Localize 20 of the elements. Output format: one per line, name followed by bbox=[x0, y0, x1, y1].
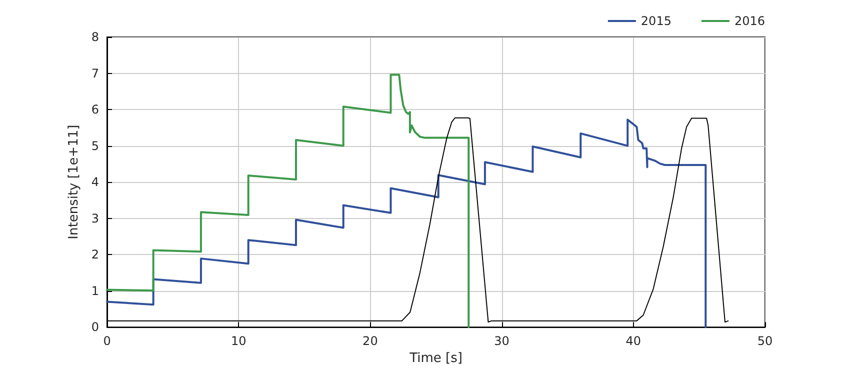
x-axis-title: Time [s] bbox=[408, 351, 462, 366]
y-tick-label: 4 bbox=[91, 175, 99, 190]
legend-label: 2015 bbox=[640, 14, 672, 28]
y-tick-label: 5 bbox=[91, 138, 99, 153]
y-tick-label: 2 bbox=[91, 248, 99, 262]
line-series bbox=[106, 74, 470, 328]
y-axis-title: Intensity [1e+11] bbox=[66, 124, 82, 240]
y-tick-label: 6 bbox=[91, 102, 99, 117]
y-tick-label: 0 bbox=[91, 320, 99, 334]
x-tick-label: 30 bbox=[494, 334, 510, 348]
x-tick-label: 0 bbox=[103, 334, 111, 348]
y-tick-label: 3 bbox=[91, 211, 99, 226]
x-tick-label: 40 bbox=[626, 334, 642, 348]
x-tick-label: 10 bbox=[230, 334, 246, 348]
y-tick-label: 7 bbox=[91, 66, 99, 80]
x-tick-label: 50 bbox=[757, 334, 773, 348]
y-tick-label: 1 bbox=[91, 284, 99, 298]
legend-label: 2016 bbox=[734, 14, 766, 28]
x-tick-label: 20 bbox=[362, 334, 378, 348]
y-tick-label: 8 bbox=[91, 30, 99, 44]
